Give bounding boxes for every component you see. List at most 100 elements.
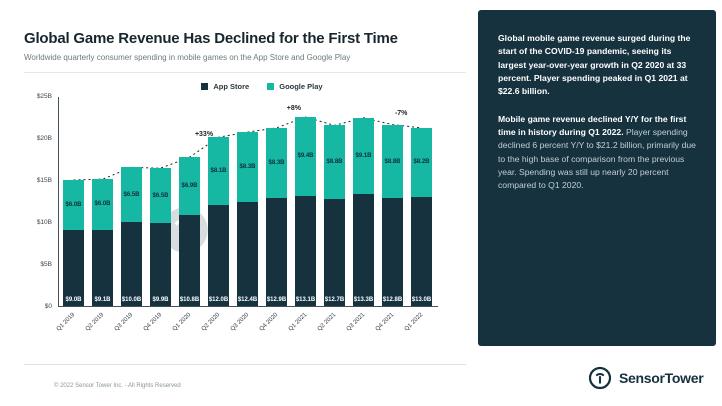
app-store-segment: $9.0B [63, 230, 84, 306]
app-store-segment: $12.7B [324, 199, 345, 306]
x-tick-label: Q1 2020 [172, 312, 193, 333]
x-tick-label: Q3 2020 [230, 312, 251, 333]
x-tick-label: Q4 2021 [375, 312, 396, 333]
legend-label: Google Play [279, 82, 323, 91]
x-axis: Q1 2019 Q2 2019 Q3 2019 Q4 2019 Q1 2020 Q2 20… [56, 308, 438, 354]
bar-value-label: $12.9B [266, 297, 287, 303]
bar-q4-2021: $8.8B $12.8B [382, 124, 403, 306]
bar-q3-2019: $6.5B $10.0B [121, 167, 142, 306]
plot-area: $6.0B $9.0B $6.0B $9.1B $6.5B $10.0B $6.5B $9.9… [58, 97, 438, 307]
app-store-segment: $12.8B [382, 198, 403, 306]
x-tick-label: Q1 2022 [404, 312, 425, 333]
bar-q2-2020: $8.1B $12.0B [208, 137, 229, 306]
y-tick: $25B [36, 93, 52, 100]
page-title: Global Game Revenue Has Declined for the… [24, 30, 398, 47]
bar-value-label: $10.8B [179, 297, 200, 303]
bar-value-label: $6.5B [123, 191, 140, 198]
bar-q4-2019: $6.5B $9.9B [150, 168, 171, 306]
google-play-segment: $8.8B [382, 124, 403, 199]
bar-value-label: $8.8B [326, 159, 343, 166]
legend-item-app-store: App Store [201, 82, 249, 91]
chart-card: Global Game Revenue Has Declined for the… [24, 14, 466, 362]
google-play-segment: $8.3B [237, 132, 258, 202]
bar-value-label: $9.4B [297, 153, 314, 160]
y-tick: $0 [44, 303, 52, 310]
x-tick-label: Q1 2019 [56, 312, 77, 333]
app-store-segment: $10.0B [121, 222, 142, 306]
footer: © 2022 Sensor Tower Inc. - All Rights Re… [24, 364, 466, 392]
bar-value-label: $12.4B [237, 297, 258, 303]
bar-value-label: $6.0B [94, 201, 111, 208]
x-tick-label: Q2 2019 [85, 312, 106, 333]
x-tick-label: Q3 2021 [346, 312, 367, 333]
chart-legend: App Store Google Play [58, 82, 466, 91]
bar-q1-2021: $9.4B $13.1B [295, 117, 316, 306]
bar-value-label: $9.1B [94, 297, 111, 303]
y-axis: $0 $5B $10B $15B $20B $25B [24, 93, 56, 310]
bar-q1-2020: $6.9B $10.8B [179, 157, 200, 306]
bar-q2-2019: $6.0B $9.1B [92, 179, 113, 306]
bar-value-label: $13.1B [295, 297, 316, 303]
x-tick-label: Q4 2020 [259, 312, 280, 333]
google-play-segment: $6.5B [150, 168, 171, 223]
bar-value-label: $12.0B [208, 297, 229, 303]
brand-logo: SensorTower [588, 366, 704, 390]
x-tick-label: Q1 2021 [288, 312, 309, 333]
bar-value-label: $13.0B [411, 297, 432, 303]
annotation-8: +8% [286, 105, 301, 113]
google-play-segment: $6.5B [121, 167, 142, 222]
insight-paragraph-1: Global mobile game revenue surged during… [498, 32, 696, 99]
bar-value-label: $6.5B [152, 192, 169, 199]
app-store-segment: $12.9B [266, 197, 287, 306]
google-play-segment: $6.0B [63, 180, 84, 231]
legend-swatch [267, 83, 275, 90]
insight-paragraph-2: Mobile game revenue declined Y/Y for the… [498, 113, 696, 193]
bar-q3-2020: $8.3B $12.4B [237, 132, 258, 306]
app-store-segment: $10.8B [179, 215, 200, 306]
bar-value-label: $8.3B [268, 159, 285, 166]
bar-value-label: $13.3B [353, 297, 374, 303]
app-store-segment: $12.0B [208, 205, 229, 306]
google-play-segment: $8.8B [324, 125, 345, 200]
google-play-segment: $8.1B [208, 137, 229, 206]
y-tick: $5B [40, 261, 52, 268]
x-tick-label: Q3 2019 [114, 312, 135, 333]
bar-value-label: $8.1B [210, 168, 227, 175]
page-subtitle: Worldwide quarterly consumer spending in… [24, 53, 351, 62]
bar-value-label: $8.8B [384, 158, 401, 165]
bar-value-label: $9.0B [65, 297, 82, 303]
bar-value-label: $9.9B [152, 297, 169, 303]
chart: $0 $5B $10B $15B $20B $25B $6.0B $9.0B $6.0B $9.… [24, 93, 466, 355]
annotation-33: +33% [194, 131, 214, 139]
google-play-segment: $9.1B [353, 117, 374, 195]
bar-q2-2021: $8.8B $12.7B [324, 125, 345, 306]
insight-paragraph-2-bold: Mobile game revenue declined Y/Y for the… [498, 113, 687, 137]
x-tick-label: Q2 2020 [201, 312, 222, 333]
y-tick: $15B [36, 177, 52, 184]
bar-value-label: $9.1B [355, 153, 372, 160]
app-store-segment: $9.9B [150, 222, 171, 306]
bar-value-label: $6.0B [65, 202, 82, 209]
bar-value-label: $8.2B [413, 159, 430, 166]
google-play-segment: $8.3B [266, 127, 287, 198]
app-store-segment: $9.1B [92, 229, 113, 306]
app-store-segment: $12.4B [237, 201, 258, 306]
app-store-segment: $13.1B [295, 195, 316, 306]
google-play-segment: $6.9B [179, 157, 200, 216]
legend-swatch [201, 83, 209, 90]
bar-q1-2022: $8.2B $13.0B [411, 127, 432, 306]
bar-value-label: $12.7B [324, 297, 345, 303]
brand-wordmark: SensorTower [619, 370, 704, 386]
insight-paragraph-1-bold: Global mobile game revenue surged during… [498, 33, 691, 97]
insight-paragraph-2-rest: Player spending declined 6 percent Y/Y t… [498, 126, 696, 191]
bar-q1-2019: $6.0B $9.0B [63, 180, 84, 306]
google-play-segment: $6.0B [92, 179, 113, 230]
y-tick: $10B [36, 219, 52, 226]
annotation-7: -7% [394, 109, 408, 117]
sensor-tower-icon [588, 366, 612, 390]
app-store-segment: $13.3B [353, 194, 374, 306]
x-tick-label: Q4 2019 [143, 312, 164, 333]
insight-panel: Global mobile game revenue surged during… [478, 10, 716, 346]
bar-value-label: $12.8B [382, 297, 403, 303]
app-store-segment: $13.0B [411, 196, 432, 306]
